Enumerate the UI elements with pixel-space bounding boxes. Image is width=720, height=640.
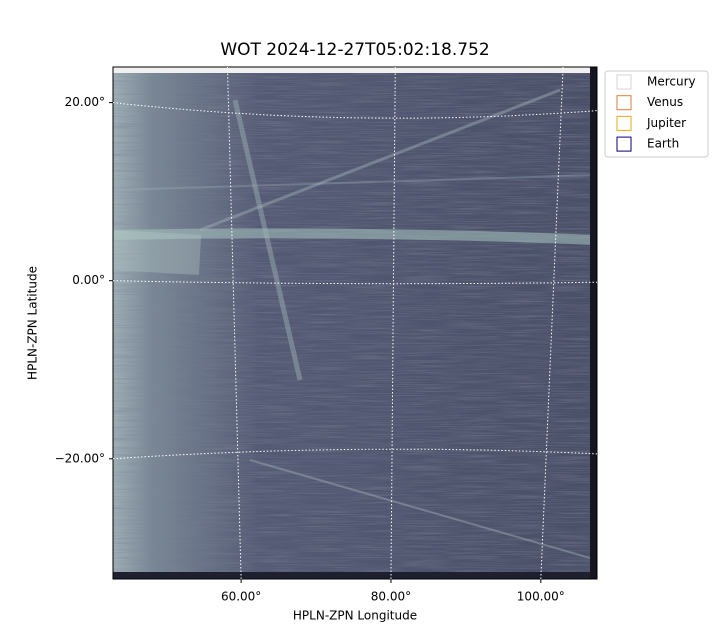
y-tick-label: 0.00°: [72, 273, 105, 287]
axes-frame: [112, 66, 598, 580]
image-texture: [113, 67, 597, 579]
x-axis-label: HPLN-ZPN Longitude: [293, 609, 417, 623]
streak: [113, 230, 202, 275]
streak: [199, 88, 561, 232]
x-tick-label: 80.00°: [371, 590, 411, 604]
grid-line: [390, 67, 396, 579]
streak: [249, 459, 597, 561]
chart-title: WOT 2024-12-27T05:02:18.752: [220, 40, 489, 60]
streak: [113, 174, 597, 191]
image-edge: [590, 67, 597, 579]
grid-line: [540, 67, 564, 579]
streak: [232, 99, 303, 381]
grid-line: [113, 102, 597, 119]
image-edge: [113, 67, 597, 73]
y-axis-label: HPLN-ZPN Latitude: [26, 266, 40, 380]
legend-label: Jupiter: [646, 116, 686, 130]
legend: [604, 70, 709, 158]
legend-marker: [616, 95, 632, 111]
image: [113, 67, 597, 579]
x-tick-label: 60.00°: [221, 590, 261, 604]
streak: [113, 228, 597, 245]
grid-line: [226, 67, 242, 579]
legend-marker: [616, 136, 632, 152]
legend-label: Earth: [647, 137, 679, 151]
x-tick-label: 100.00°: [517, 590, 565, 604]
image-edge: [113, 572, 597, 579]
y-tick-label: −20.00°: [55, 451, 105, 465]
legend-label: Mercury: [647, 75, 696, 89]
grid-line: [113, 280, 597, 285]
grid-line: [113, 448, 597, 460]
y-tick-label: 20.00°: [65, 95, 105, 109]
legend-marker: [616, 74, 632, 90]
legend-marker: [616, 115, 632, 131]
legend-label: Venus: [647, 95, 683, 109]
